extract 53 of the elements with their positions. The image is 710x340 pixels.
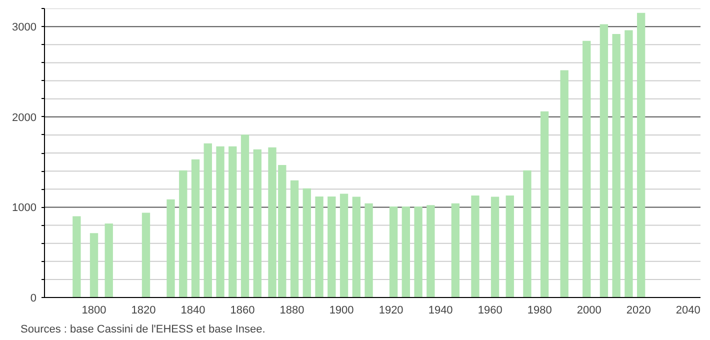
x-tick-label: 1920: [378, 304, 404, 316]
bar: [72, 216, 81, 298]
bar: [315, 196, 324, 298]
y-tick-label: 0: [30, 292, 37, 304]
bar: [540, 111, 549, 298]
bar: [240, 134, 250, 298]
bar: [302, 188, 311, 298]
bar: [600, 24, 608, 298]
x-tick-label: 2000: [576, 304, 602, 316]
y-tick-label: 3000: [12, 22, 37, 34]
x-tick-label: 2020: [626, 304, 651, 316]
bar: [204, 143, 212, 298]
x-tick-label: 2040: [676, 304, 700, 316]
bar: [179, 170, 188, 298]
bar: [142, 212, 150, 298]
bar: [612, 34, 620, 298]
bar: [191, 159, 200, 298]
x-tick-label: 1800: [82, 304, 106, 316]
bar: [364, 203, 373, 298]
x-tick-label: 1940: [428, 304, 453, 316]
y-tick-label: 2000: [12, 112, 37, 124]
bar: [253, 149, 262, 298]
x-tick-label: 1960: [478, 304, 502, 316]
x-tick-label: 1880: [280, 304, 304, 316]
bar: [523, 170, 532, 298]
bar: [402, 206, 410, 298]
x-tick-label: 1820: [131, 304, 156, 316]
bar: [340, 194, 348, 298]
bar: [624, 30, 633, 298]
bar: [389, 206, 398, 298]
bar: [228, 146, 237, 298]
bar: [104, 223, 113, 298]
bar: [352, 196, 360, 298]
bar: [414, 206, 422, 298]
bar: [328, 196, 336, 298]
bar: [90, 233, 98, 298]
bar: [637, 12, 646, 298]
y-tick-label: 1000: [12, 202, 37, 214]
bar: [490, 196, 500, 298]
x-tick-label: 1860: [230, 304, 255, 316]
bar: [451, 203, 460, 298]
bar: [216, 146, 224, 298]
bar: [506, 195, 514, 298]
source-note: Sources : base Cassini de l'EHESS et base Insee.: [20, 324, 266, 336]
bar: [560, 70, 568, 298]
bar: [166, 199, 175, 298]
bar: [471, 195, 480, 298]
bar: [290, 180, 299, 298]
x-tick-label: 1980: [527, 304, 552, 316]
bar: [582, 40, 591, 298]
x-tick-label: 1900: [329, 304, 354, 316]
x-tick-label: 1840: [180, 304, 206, 316]
bar: [426, 205, 435, 298]
